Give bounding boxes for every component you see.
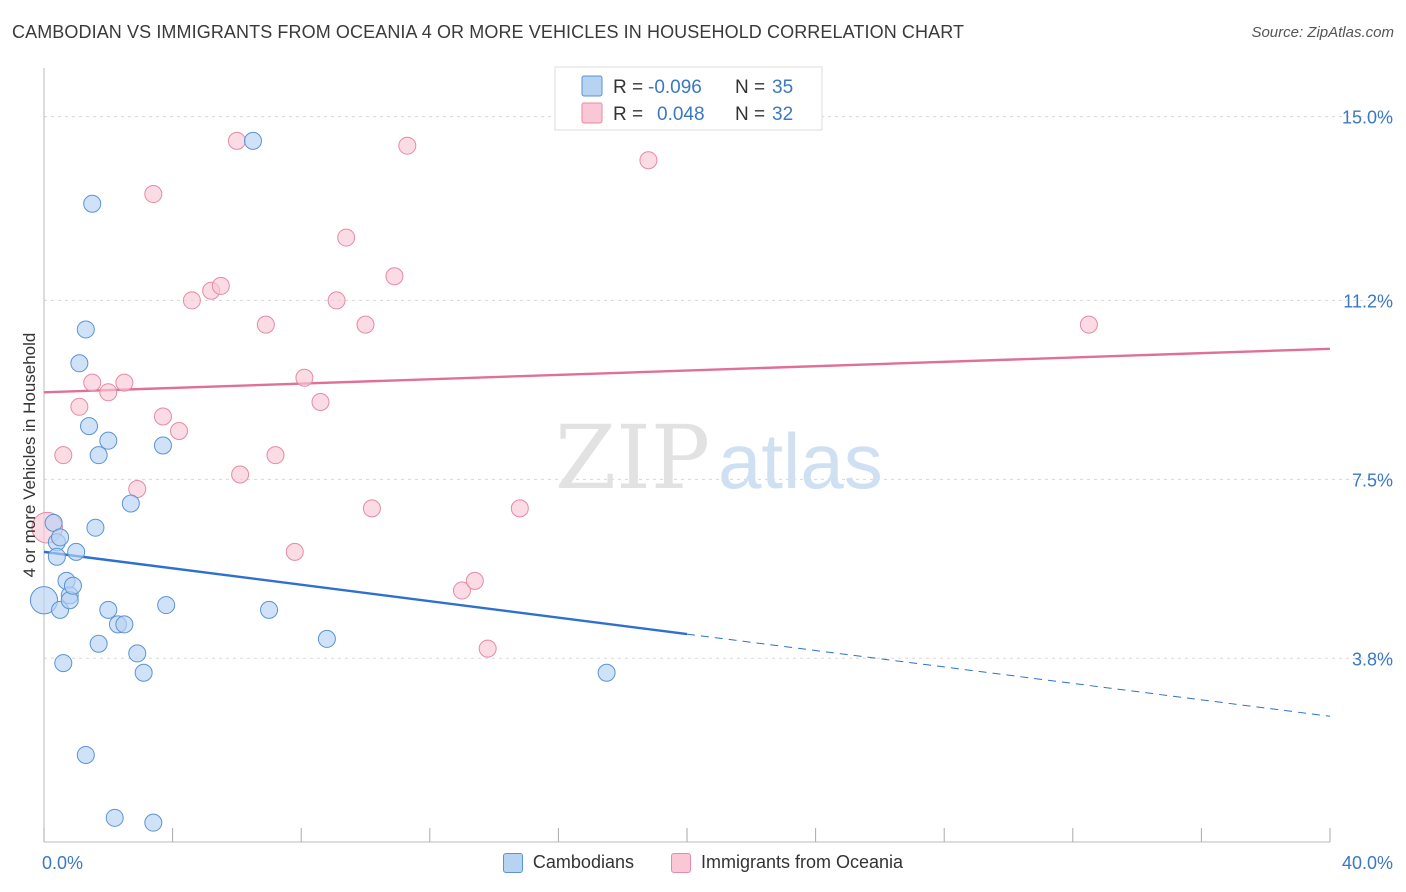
point-cambodians-14 — [76, 745, 95, 764]
trend-lines — [43, 347, 1331, 717]
point-oceania-3 — [83, 373, 102, 392]
point-cambodians-27 — [134, 663, 153, 682]
bottom-legend-swatch-cambodians — [502, 852, 523, 873]
watermark: ZIP atlas — [555, 406, 883, 509]
point-oceania-1 — [54, 446, 73, 465]
legend-n-value-2: 32 — [772, 104, 793, 125]
point-oceania-8 — [153, 407, 172, 426]
point-cambodians-16 — [83, 194, 102, 213]
point-oceania-2 — [70, 397, 89, 416]
point-oceania-14 — [227, 131, 246, 150]
point-oceania-19 — [311, 392, 330, 411]
y-tick-label-0: 3.8% — [1352, 649, 1393, 669]
point-oceania-18 — [295, 368, 314, 387]
point-cambodians-30 — [157, 596, 176, 615]
point-cambodians-3 — [51, 528, 70, 547]
trend-line-oceania — [43, 347, 1331, 394]
point-cambodians-32 — [260, 600, 279, 619]
legend-swatch-cambodians — [581, 75, 603, 97]
legend-n-label-2: N = — [735, 104, 765, 125]
watermark-atlas: atlas — [718, 417, 883, 505]
point-cambodians-11 — [67, 542, 86, 561]
point-cambodians-15 — [80, 417, 99, 436]
point-oceania-28 — [478, 639, 497, 658]
y-axis-label: 4 or more Vehicles in Household — [20, 333, 39, 578]
point-oceania-23 — [362, 499, 381, 518]
point-cambodians-26 — [128, 644, 147, 663]
watermark-zip: ZIP — [555, 406, 710, 509]
bottom-legend: Cambodians Immigrants from Oceania — [0, 852, 1406, 878]
point-oceania-29 — [510, 499, 529, 518]
bottom-legend-oceania[interactable]: Immigrants from Oceania — [671, 852, 903, 873]
y-tick-label-2: 11.2% — [1343, 291, 1393, 311]
point-oceania-26 — [452, 581, 471, 600]
bottom-legend-label-cambodians: Cambodians — [532, 852, 634, 872]
bottom-legend-cambodians[interactable]: Cambodians — [502, 852, 634, 873]
legend-r-label-2: R = — [613, 104, 643, 125]
x-tick-label-0: 0.0% — [42, 853, 83, 873]
point-cambodians-0 — [29, 586, 59, 615]
point-cambodians-6 — [54, 654, 73, 673]
x-tick-label-1: 40.0% — [1342, 853, 1393, 873]
point-oceania-25 — [398, 136, 417, 155]
point-oceania-10 — [182, 291, 201, 310]
point-cambodians-21 — [99, 600, 118, 619]
y-tick-label-1: 7.5% — [1352, 470, 1393, 490]
chart-title: CAMBODIAN VS IMMIGRANTS FROM OCEANIA 4 O… — [12, 22, 965, 42]
data-points — [29, 131, 1098, 832]
chart-source: Source: ZipAtlas.com — [1251, 24, 1394, 41]
point-oceania-17 — [285, 542, 304, 561]
point-cambodians-22 — [105, 808, 124, 827]
point-cambodians-13 — [76, 320, 95, 339]
point-oceania-9 — [170, 421, 189, 440]
bottom-legend-swatch-oceania — [671, 852, 691, 873]
point-cambodians-33 — [317, 629, 336, 648]
point-cambodians-10 — [63, 576, 82, 595]
legend-swatch-oceania — [581, 102, 603, 124]
point-oceania-30 — [639, 151, 658, 170]
point-oceania-24 — [385, 267, 404, 286]
trend-line-cambodians-extension — [686, 633, 1331, 717]
point-cambodians-12 — [70, 354, 89, 373]
point-oceania-13 — [231, 465, 250, 484]
point-oceania-5 — [115, 373, 134, 392]
point-cambodians-31 — [243, 131, 262, 150]
legend: R = -0.096 N = 35 R = 0.048 N = 32 — [554, 66, 823, 131]
point-oceania-4 — [99, 383, 118, 402]
legend-r-value-1: -0.096 — [648, 77, 702, 98]
tick-labels: 3.8% 7.5% 11.2% 15.0% 0.0% 40.0% — [42, 108, 1393, 873]
bottom-legend-label-oceania: Immigrants from Oceania — [701, 852, 904, 872]
point-oceania-12 — [211, 276, 230, 295]
y-tick-label-3: 15.0% — [1342, 108, 1393, 128]
point-oceania-22 — [356, 315, 375, 334]
point-oceania-31 — [1079, 315, 1098, 334]
legend-n-label-1: N = — [735, 77, 765, 98]
point-cambodians-18 — [89, 446, 108, 465]
point-oceania-27 — [465, 571, 484, 590]
legend-r-value-2: 0.048 — [657, 104, 705, 125]
point-cambodians-17 — [86, 518, 105, 537]
point-cambodians-4 — [47, 547, 66, 566]
point-cambodians-24 — [115, 615, 134, 634]
point-cambodians-34 — [597, 663, 616, 682]
trend-line-cambodians — [43, 550, 688, 636]
point-oceania-7 — [144, 185, 163, 204]
point-cambodians-28 — [144, 813, 163, 832]
point-oceania-20 — [327, 291, 346, 310]
point-cambodians-20 — [99, 431, 118, 450]
point-oceania-15 — [256, 315, 275, 334]
legend-n-value-1: 35 — [772, 77, 793, 98]
point-cambodians-25 — [121, 494, 140, 513]
point-oceania-21 — [337, 228, 356, 247]
axes — [43, 68, 1331, 843]
point-oceania-16 — [266, 446, 285, 465]
legend-r-label-1: R = — [613, 77, 643, 98]
point-cambodians-29 — [153, 436, 172, 455]
point-cambodians-19 — [89, 634, 108, 653]
